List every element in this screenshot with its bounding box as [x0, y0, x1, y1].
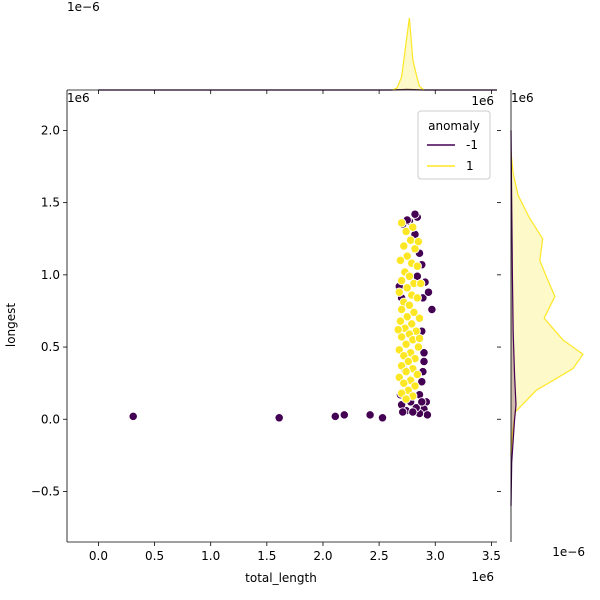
- y-tick-label: 0.5: [41, 340, 60, 354]
- point-neg1: [398, 407, 408, 417]
- point-neg1: [422, 410, 433, 420]
- right-kde-fill-1: [511, 152, 583, 456]
- legend-label-neg1: -1: [466, 138, 478, 152]
- point-1: [402, 312, 412, 322]
- point-1: [410, 381, 420, 391]
- point-1: [407, 319, 417, 329]
- point-1: [399, 378, 409, 388]
- legend: anomaly -1 1: [417, 110, 491, 180]
- point-1: [395, 316, 406, 326]
- y-tick-label: 1.0: [41, 268, 60, 282]
- point-1: [401, 226, 411, 237]
- point-neg1: [423, 287, 434, 297]
- y-tick-label: −0.5: [31, 484, 60, 498]
- point-neg1: [330, 411, 340, 422]
- point-1: [396, 275, 407, 286]
- x-axis-label: total_length: [245, 571, 317, 585]
- point-1: [394, 287, 404, 297]
- y-tick-label: 1.5: [41, 196, 60, 210]
- point-1: [401, 339, 411, 349]
- point-1: [396, 218, 407, 228]
- point-1: [404, 300, 415, 310]
- point-1: [414, 333, 425, 344]
- x-tick-label: 2.5: [370, 549, 389, 563]
- top-marginal-kde: [67, 17, 498, 91]
- x-tick-label: 0.0: [89, 549, 108, 563]
- y-offset-label: 1e6: [67, 91, 90, 105]
- legend-title: anomaly: [428, 119, 480, 133]
- scatter-points: [128, 209, 437, 423]
- point-neg1: [377, 413, 388, 423]
- top-kde-line-1: [392, 17, 425, 91]
- right-marginal-top-offset-label: 1e6: [511, 91, 534, 105]
- point-neg1: [408, 407, 418, 417]
- x-offset-label: 1e6: [471, 570, 494, 584]
- point-1: [401, 394, 411, 404]
- right-marginal-offset-label: 1e−6: [552, 545, 585, 559]
- point-1: [413, 236, 424, 247]
- point-1: [412, 293, 422, 303]
- point-1: [403, 356, 413, 367]
- point-1: [414, 313, 425, 323]
- right-kde-line-neg1: [510, 130, 517, 506]
- y-tick-label: 0.0: [41, 412, 60, 426]
- point-1: [393, 325, 403, 335]
- point-1: [404, 271, 415, 281]
- x-tick-label: 3.5: [482, 549, 501, 563]
- point-neg1: [274, 413, 284, 423]
- x-tick-label: 1.5: [257, 549, 276, 563]
- point-neg1: [417, 377, 427, 387]
- point-1: [408, 222, 418, 232]
- y-tick-label: 2.0: [41, 123, 60, 137]
- point-neg1: [427, 304, 437, 315]
- right-marginal-kde: [510, 90, 584, 542]
- point-1: [402, 283, 412, 293]
- point-neg1: [410, 209, 420, 219]
- point-1: [409, 307, 419, 318]
- point-1: [412, 369, 422, 380]
- point-neg1: [417, 397, 427, 407]
- point-neg1: [419, 356, 429, 367]
- point-1: [402, 251, 412, 261]
- main-axes: [66, 90, 497, 543]
- x-tick-label: 2.0: [313, 549, 332, 563]
- tick-marks: 0.0 0.5 1.0 1.5 2.0 2.5 3.0 3.5 −0.5 0.0 0.5 1.0 1.5…: [31, 90, 501, 563]
- point-1: [413, 342, 424, 352]
- right-kde-line-1: [510, 152, 584, 456]
- point-1: [395, 255, 406, 266]
- point-1: [416, 278, 426, 289]
- point-1: [405, 235, 416, 245]
- x-tick-label: 3.0: [426, 549, 445, 563]
- point-1: [401, 366, 411, 377]
- top-right-offset-label: 1e6: [471, 94, 494, 108]
- x-tick-label: 0.5: [145, 549, 164, 563]
- point-neg1: [128, 411, 138, 422]
- point-neg1: [339, 410, 349, 420]
- y-axis-label: longest: [4, 303, 18, 348]
- top-marginal-offset-label: 1e−6: [67, 0, 100, 14]
- point-1: [399, 241, 409, 251]
- x-tick-label: 1.0: [201, 549, 220, 563]
- point-neg1: [365, 410, 375, 420]
- legend-label-1: 1: [466, 159, 474, 173]
- top-kde-fill-1: [392, 18, 425, 90]
- point-1: [396, 304, 407, 315]
- point-1: [412, 261, 422, 271]
